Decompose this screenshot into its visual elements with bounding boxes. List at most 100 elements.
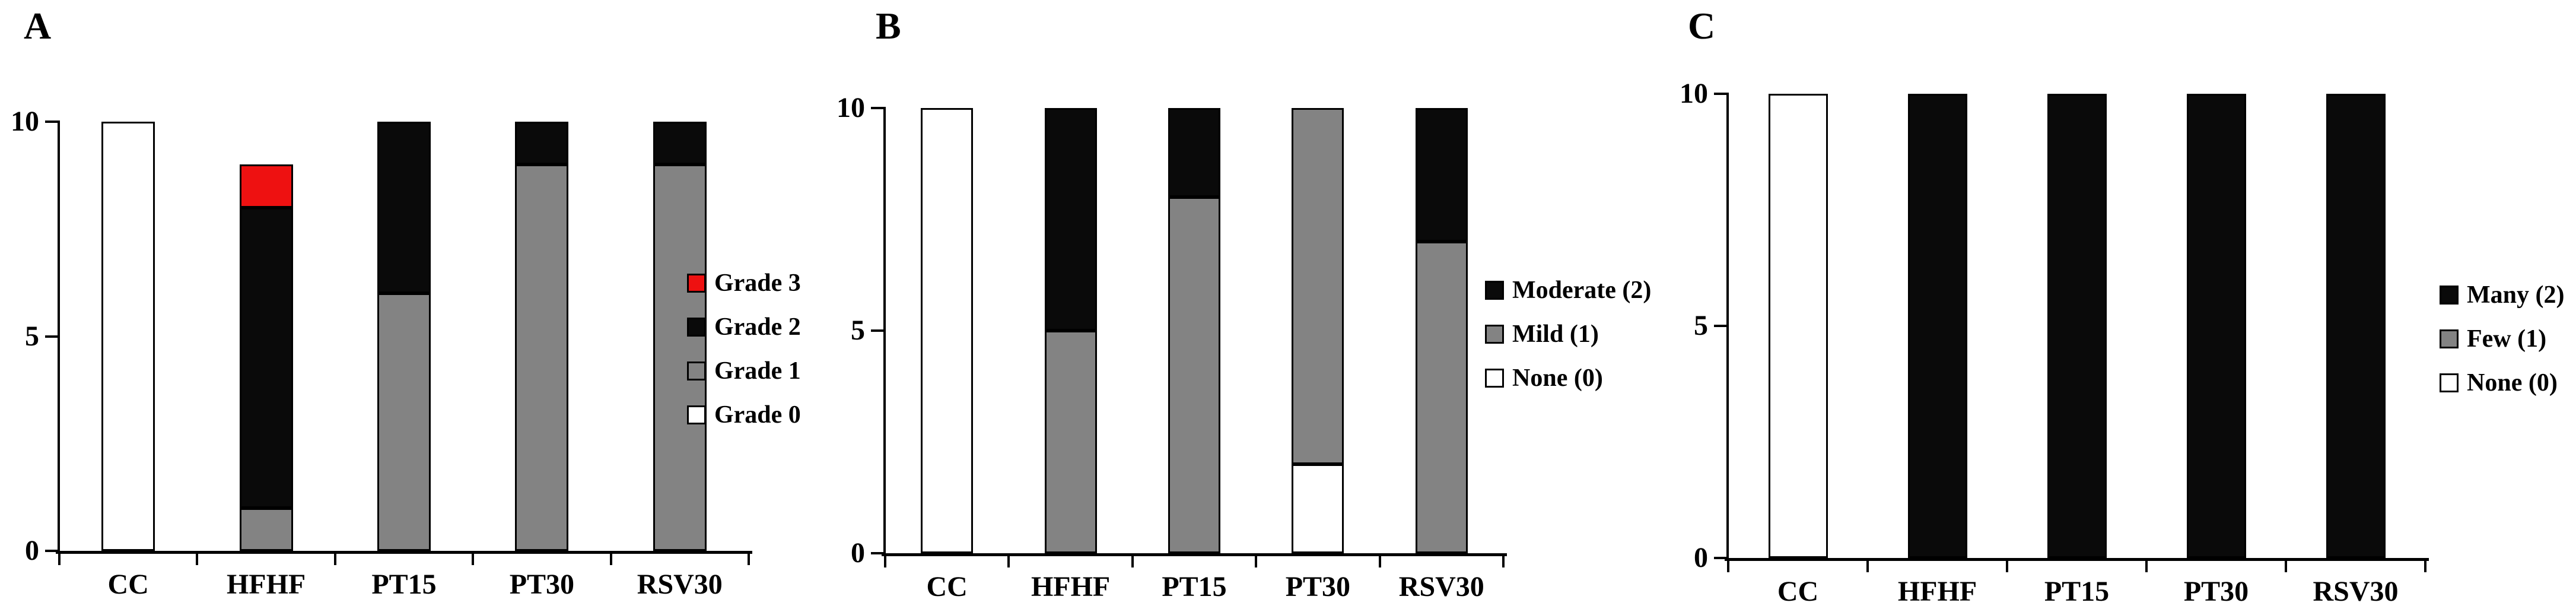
panel-b-x-tick-5 [1502,556,1505,567]
panel-a-bar-cc-grade-0 [101,122,155,551]
panel-a-legend-label-grade-1: Grade 1 [714,357,801,385]
panel-c-legend-swatch-few-1 [2440,329,2459,348]
panel-b-legend-swatch-moderate-2 [1485,281,1504,300]
panel-b-x-tick-label-pt15: PT15 [1162,571,1227,603]
panel-c-y-tick-label-5: 5 [1694,310,1708,341]
panel-b-y-tick-10 [871,107,885,109]
panel-a-x-tick-label-cc: CC [107,569,149,600]
panel-a-x-tick-label-rsv30: RSV30 [637,569,723,600]
panel-c-bar-rsv30-many-2 [2326,94,2386,558]
panel-b-legend-label-none-0: None (0) [1512,364,1603,392]
panel-a-x-tick-5 [748,553,750,565]
panel-c-x-tick-label-pt30: PT30 [2183,576,2249,607]
panel-b-legend-item-none-0: None (0) [1485,363,1651,393]
panel-a-legend-swatch-grade-0 [687,405,706,424]
panel-b-legend-swatch-mild-1 [1485,325,1504,344]
panel-b-legend-swatch-none-0 [1485,369,1504,388]
panel-c-legend-label-none-0: None (0) [2467,369,2558,397]
panel-b-x-axis [882,553,1507,556]
panel-b-bar-pt30-mild-1 [1292,108,1344,464]
panel-a-legend-label-grade-2: Grade 2 [714,313,801,341]
panel-a-x-tick-1 [196,553,199,565]
panel-b-x-tick-2 [1131,556,1134,567]
panel-a-legend-item-grade-3: Grade 3 [687,268,801,298]
panel-c-bar-pt30-many-2 [2186,94,2246,558]
panel-c-y-tick-0 [1714,557,1728,559]
panel-c-legend-item-many-2: Many (2) [2440,280,2564,310]
panel-c-y-tick-5 [1714,325,1728,327]
panel-a-x-tick-3 [472,553,475,565]
panel-b-x-tick-4 [1378,556,1381,567]
panel-a-bar-hfhf-grade-2 [239,207,293,508]
panel-c-x-tick-label-hfhf: HFHF [1897,576,1977,607]
panel-a-bar-rsv30-grade-1 [653,164,707,551]
panel-b-bar-cc-none-0 [921,108,974,553]
panel-b-x-tick-label-cc: CC [926,571,968,603]
panel-c-legend-swatch-many-2 [2440,286,2459,305]
panel-c-bar-pt15-many-2 [2047,94,2107,558]
panel-c-legend-label-many-2: Many (2) [2467,281,2565,309]
panel-a-y-tick-label-0: 0 [25,535,39,566]
panel-b-legend-item-mild-1: Mild (1) [1485,319,1651,349]
panel-a-y-tick-label-5: 5 [25,320,39,352]
panel-c-x-tick-5 [2424,560,2426,572]
panel-c-bar-cc-none-0 [1768,94,1828,558]
panel-b-bar-pt15-moderate-2 [1168,108,1220,197]
panel-c-x-tick-label-rsv30: RSV30 [2313,576,2399,607]
panel-b-bar-rsv30-mild-1 [1415,242,1468,553]
panel-a-legend-label-grade-3: Grade 3 [714,269,801,297]
panel-c-y-tick-label-10: 10 [1680,78,1708,109]
panel-a-x-tick-label-hfhf: HFHF [226,569,306,600]
panel-a-legend-label-grade-0: Grade 0 [714,401,801,429]
panel-a-x-tick-2 [333,553,336,565]
panel-c-bar-hfhf-many-2 [1907,94,1967,558]
panel-b-bar-pt15-mild-1 [1168,197,1220,553]
panel-a-y-tick-0 [45,550,59,552]
panel-c-x-tick-0 [1727,560,1729,572]
panel-b-bar-pt30-none-0 [1292,464,1344,553]
panel-a-letter: A [24,5,52,47]
panel-b-bar-hfhf-moderate-2 [1044,108,1097,331]
panel-c-x-tick-4 [2285,560,2287,572]
panel-b-x-tick-label-rsv30: RSV30 [1398,571,1484,603]
panel-a-legend-item-grade-1: Grade 1 [687,356,801,386]
panel-b-legend-label-moderate-2: Moderate (2) [1512,277,1652,304]
panel-b-letter: B [876,5,901,47]
panel-a-bar-pt15-grade-1 [377,293,431,551]
panel-b-x-tick-1 [1007,556,1010,567]
panel-b-legend: Moderate (2) Mild (1) None (0) [1485,275,1651,393]
panel-a-x-tick-label-pt15: PT15 [371,569,437,600]
panel-a-x-axis [56,551,752,554]
panel-c-y-tick-10 [1714,93,1728,95]
panel-c-legend-swatch-none-0 [2440,373,2459,392]
panel-a-x-tick-label-pt30: PT30 [509,569,575,600]
panel-a-legend-swatch-grade-2 [687,318,706,337]
panel-c-x-tick-label-cc: CC [1777,576,1819,607]
panel-c-legend-label-few-1: Few (1) [2467,325,2547,353]
panel-c-letter: C [1688,5,1716,47]
panel-b-y-tick-0 [871,552,885,554]
panel-a-bar-pt15-grade-2 [377,122,431,294]
panel-a-y-tick-5 [45,335,59,338]
panel-a-bar-pt30-grade-2 [515,122,569,165]
panel-a-y-tick-10 [45,121,59,123]
panel-a-bar-hfhf-grade-1 [239,508,293,551]
panel-a-bar-rsv30-grade-2 [653,122,707,165]
panel-b-y-tick-label-5: 5 [851,315,865,346]
panel-c-x-tick-1 [1866,560,1869,572]
panel-a-legend-item-grade-2: Grade 2 [687,312,801,342]
panel-b-y-tick-label-0: 0 [851,537,865,569]
panel-b-x-tick-3 [1255,556,1258,567]
panel-a-x-tick-0 [58,553,61,565]
panel-c-x-axis [1725,558,2429,561]
panel-c-legend-item-none-0: None (0) [2440,368,2564,398]
panel-a-y-tick-label-10: 10 [11,106,39,137]
panel-a-legend-item-grade-0: Grade 0 [687,400,801,430]
panel-a-legend-swatch-grade-3 [687,274,706,293]
panel-b-y-tick-5 [871,329,885,332]
panel-a-legend-swatch-grade-1 [687,362,706,380]
panel-a-bar-pt30-grade-1 [515,164,569,551]
panel-b-y-tick-label-10: 10 [837,92,865,123]
panel-b-x-tick-label-hfhf: HFHF [1031,571,1111,603]
